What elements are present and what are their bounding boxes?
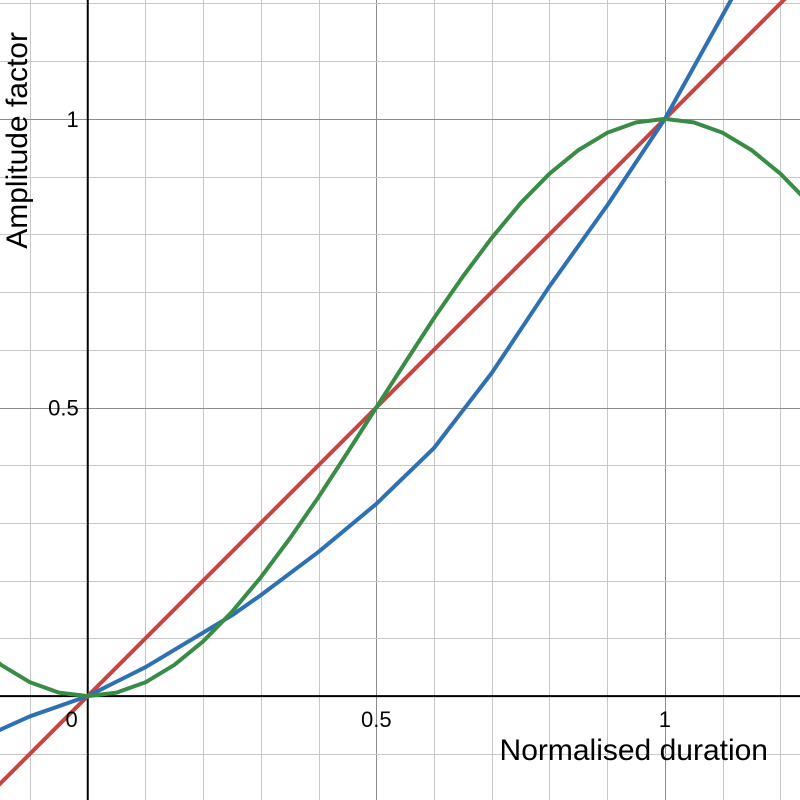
- labels: Normalised duration Amplitude factor 0 0.…: [1, 32, 768, 767]
- y-axis-label: Amplitude factor: [1, 32, 34, 249]
- x-axis-label: Normalised duration: [500, 734, 768, 767]
- series-line: [0, 116, 800, 699]
- series-line: [0, 0, 734, 733]
- y-tick-label: 1: [66, 107, 78, 132]
- x-tick-label: 0: [65, 707, 77, 732]
- x-tick-label: 1: [659, 707, 671, 732]
- y-tick-label: 0.5: [48, 396, 79, 421]
- x-tick-label: 0.5: [361, 707, 392, 732]
